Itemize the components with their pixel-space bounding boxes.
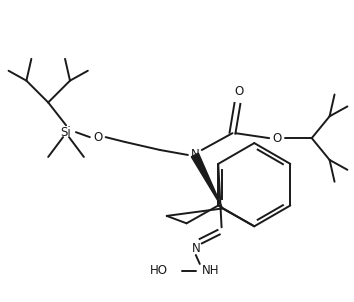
- Text: O: O: [93, 131, 102, 144]
- Text: NH: NH: [202, 264, 219, 278]
- Text: N: N: [192, 242, 200, 255]
- Text: O: O: [235, 85, 244, 98]
- Polygon shape: [191, 153, 223, 208]
- Text: O: O: [273, 132, 282, 145]
- Text: Si: Si: [61, 126, 72, 139]
- Text: HO: HO: [150, 264, 168, 278]
- Text: N: N: [190, 149, 199, 162]
